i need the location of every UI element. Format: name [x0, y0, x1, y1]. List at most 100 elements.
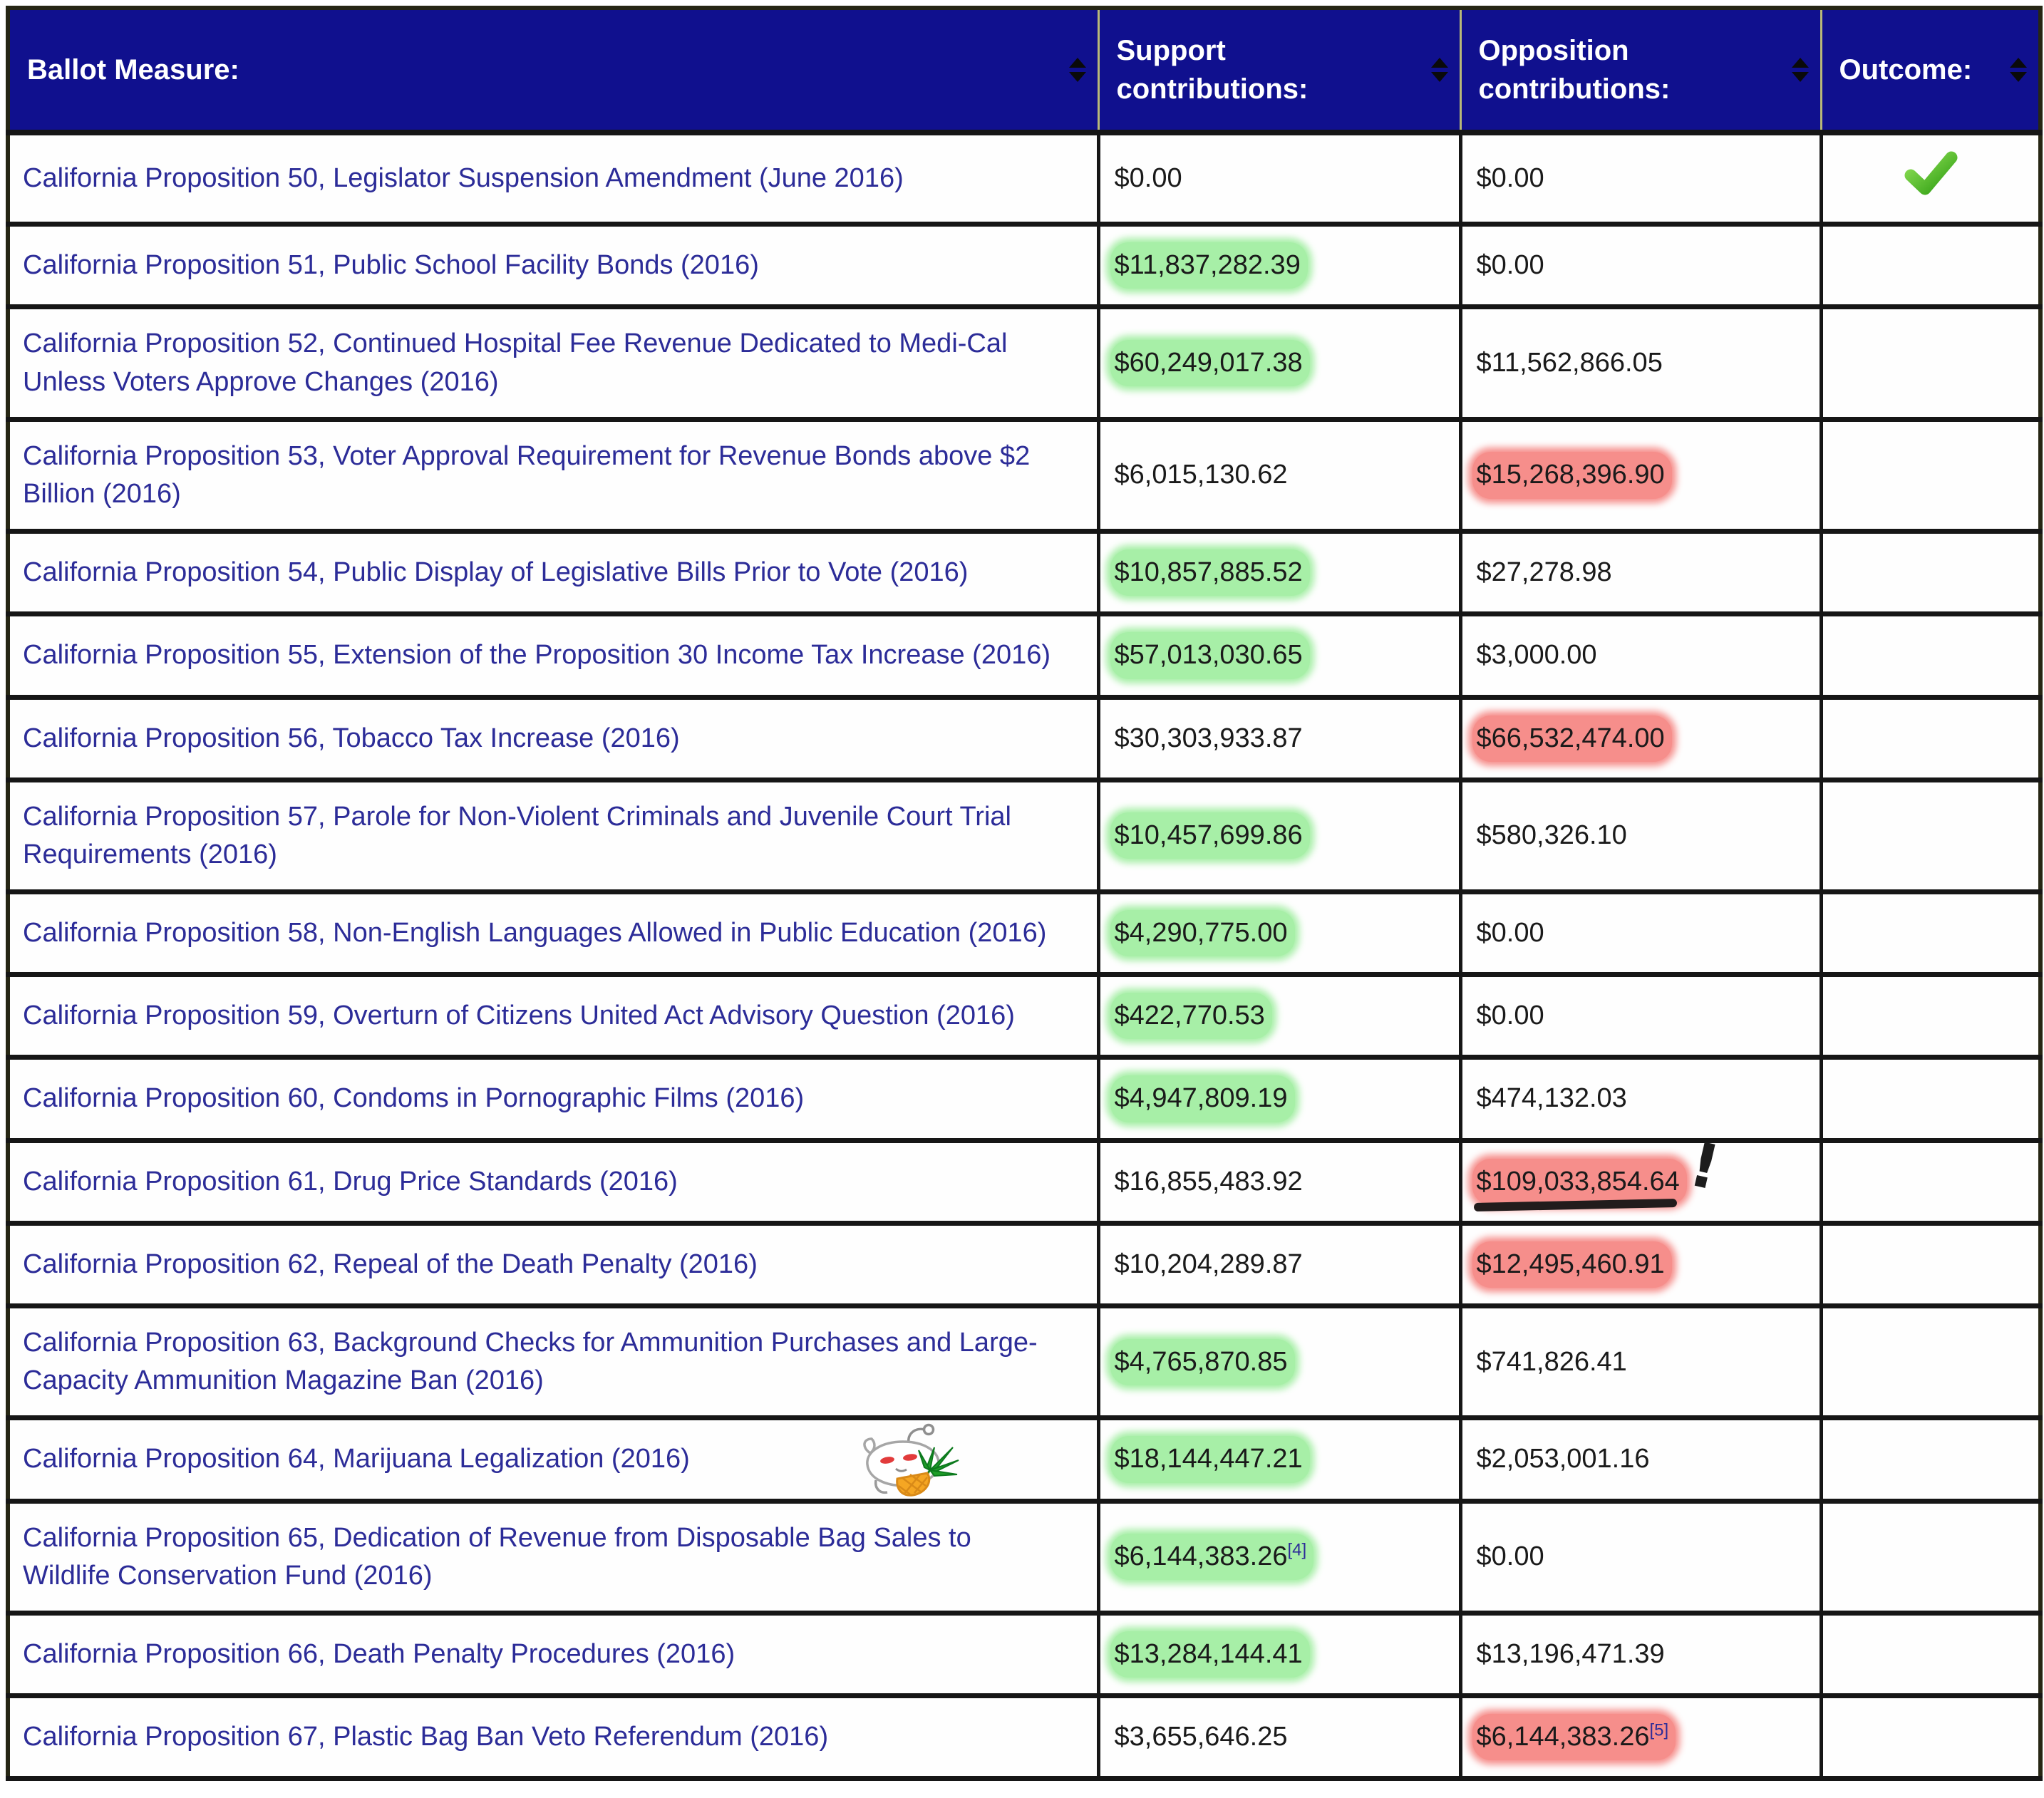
support-amount: $10,457,699.86: [1110, 812, 1310, 859]
ballot-measure-link[interactable]: California Proposition 51, Public School…: [23, 250, 759, 281]
support-contributions-cell: $16,855,483.92: [1096, 1137, 1462, 1226]
footnote-link[interactable]: [4]: [1287, 1540, 1307, 1560]
ballot-measure-link[interactable]: California Proposition 63, Background Ch…: [23, 1328, 1038, 1396]
opposition-amount: $580,326.10: [1476, 820, 1627, 851]
support-amount: $57,013,030.65: [1110, 632, 1310, 679]
opposition-contributions-cell: $0.00: [1458, 130, 1823, 227]
support-amount: $4,290,775.00: [1110, 910, 1295, 957]
opposition-contributions-cell: $0.00: [1458, 222, 1823, 310]
support-contributions-cell: $0.00: [1096, 130, 1462, 227]
opposition-amount: $0.00: [1476, 1541, 1544, 1572]
opposition-contributions-cell: $27,278.98: [1458, 529, 1823, 617]
opposition-amount: $0.00: [1476, 163, 1544, 193]
support-amount: $18,144,447.21: [1110, 1436, 1310, 1483]
opposition-contributions-cell: $11,562,866.05: [1458, 304, 1823, 422]
ballot-measure-link[interactable]: California Proposition 62, Repeal of the…: [23, 1249, 758, 1279]
ballot-measure-link[interactable]: California Proposition 56, Tobacco Tax I…: [23, 723, 680, 753]
table-row: California Proposition 57, Parole for No…: [6, 777, 2043, 895]
opposition-contributions-cell: $13,196,471.39: [1458, 1610, 1823, 1699]
outcome-cell: [1819, 1693, 2043, 1782]
sort-icon[interactable]: [2010, 58, 2027, 82]
ballot-measure-link[interactable]: California Proposition 58, Non-English L…: [23, 918, 1047, 949]
table-row: California Proposition 60, Condoms in Po…: [6, 1055, 2043, 1143]
sort-icon[interactable]: [1430, 58, 1448, 82]
ballot-measure-link[interactable]: California Proposition 66, Death Penalty…: [23, 1638, 735, 1669]
outcome-cell: [1819, 1610, 2043, 1699]
opposition-contributions-cell: $6,144,383.26[5]: [1458, 1693, 1823, 1782]
support-contributions-cell: $18,144,447.21: [1096, 1415, 1462, 1504]
support-amount: $4,947,809.19: [1110, 1075, 1295, 1122]
ballot-measure-link[interactable]: California Proposition 57, Parole for No…: [23, 801, 1011, 869]
table-header: Ballot Measure: Support contributions: O…: [6, 6, 2042, 135]
opposition-amount: $15,268,396.90: [1472, 452, 1672, 499]
support-amount: $16,855,483.92: [1114, 1166, 1303, 1197]
support-contributions-cell: $6,144,383.26[4]: [1096, 1498, 1462, 1616]
opposition-amount: $0.00: [1476, 918, 1544, 949]
support-amount: $11,837,282.39: [1110, 242, 1308, 289]
opposition-contributions-cell: $741,826.41: [1458, 1303, 1823, 1421]
support-contributions-cell: $4,947,809.19: [1096, 1055, 1462, 1143]
outcome-cell: [1819, 972, 2043, 1060]
support-contributions-cell: $6,015,130.62: [1096, 416, 1462, 534]
table-row: California Proposition 59, Overturn of C…: [6, 972, 2043, 1060]
opposition-amount: $474,132.03: [1476, 1083, 1627, 1114]
header-row: Ballot Measure: Support contributions: O…: [6, 6, 2042, 135]
ballot-measure-cell: California Proposition 50, Legislator Su…: [6, 130, 1100, 227]
support-amount: $10,857,885.52: [1110, 549, 1310, 596]
column-header-support-contributions[interactable]: Support contributions:: [1097, 6, 1462, 135]
ballot-measure-link[interactable]: California Proposition 61, Drug Price St…: [23, 1166, 678, 1197]
outcome-cell: [1819, 529, 2043, 617]
opposition-amount: $109,033,854.64!: [1472, 1128, 1726, 1211]
ballot-measure-link[interactable]: California Proposition 59, Overturn of C…: [23, 1001, 1015, 1031]
opposition-contributions-cell: $580,326.10: [1458, 777, 1823, 895]
outcome-cell: [1819, 777, 2043, 895]
ballot-measure-cell: California Proposition 64, Marijuana Leg…: [6, 1415, 1100, 1504]
hand-drawn-underline: [1473, 1198, 1677, 1211]
opposition-contributions-cell: $474,132.03: [1458, 1055, 1823, 1143]
column-header-label: Ballot Measure:: [27, 54, 239, 86]
column-header-label: Support contributions:: [1116, 35, 1309, 105]
outcome-cell: [1819, 416, 2043, 534]
sort-icon[interactable]: [1791, 58, 1809, 82]
footnote-link[interactable]: [5]: [1649, 1720, 1669, 1740]
ballot-measure-link[interactable]: California Proposition 65, Dedication of…: [23, 1522, 971, 1591]
ballot-measure-cell: California Proposition 53, Voter Approva…: [6, 416, 1100, 534]
opposition-contributions-cell: $2,053,001.16: [1458, 1415, 1823, 1504]
support-amount: $422,770.53: [1110, 993, 1272, 1040]
opposition-amount: $13,196,471.39: [1476, 1638, 1665, 1669]
support-amount: $3,655,646.25: [1114, 1722, 1288, 1752]
support-contributions-cell: $30,303,933.87: [1096, 694, 1462, 782]
ballot-measure-link[interactable]: California Proposition 55, Extension of …: [23, 640, 1051, 671]
support-amount: $6,144,383.26[4]: [1110, 1534, 1314, 1581]
support-contributions-cell: $11,837,282.39: [1096, 222, 1462, 310]
outcome-cell: [1819, 694, 2043, 782]
ballot-measure-cell: California Proposition 65, Dedication of…: [6, 1498, 1100, 1616]
ballot-measure-link[interactable]: California Proposition 54, Public Displa…: [23, 557, 969, 588]
support-amount: $0.00: [1114, 163, 1182, 193]
ballot-measure-link[interactable]: California Proposition 67, Plastic Bag B…: [23, 1722, 829, 1752]
ballot-measure-link[interactable]: California Proposition 53, Voter Approva…: [23, 440, 1031, 509]
ballot-measure-link[interactable]: California Proposition 64, Marijuana Leg…: [23, 1444, 690, 1474]
outcome-cell: [1819, 1137, 2043, 1226]
outcome-cell: [1819, 889, 2043, 978]
sort-icon[interactable]: [1068, 58, 1086, 82]
opposition-contributions-cell: $109,033,854.64!: [1458, 1128, 1823, 1226]
support-amount: $6,015,130.62: [1114, 460, 1288, 490]
support-contributions-cell: $10,457,699.86: [1096, 777, 1462, 895]
support-amount: $30,303,933.87: [1114, 723, 1303, 753]
table-row: California Proposition 53, Voter Approva…: [6, 416, 2043, 534]
column-header-outcome[interactable]: Outcome:: [1820, 6, 2042, 135]
column-header-ballot-measure[interactable]: Ballot Measure:: [6, 6, 1100, 135]
ballot-measure-cell: California Proposition 60, Condoms in Po…: [6, 1055, 1100, 1143]
ballot-measure-link[interactable]: California Proposition 60, Condoms in Po…: [23, 1083, 805, 1114]
ballot-measure-link[interactable]: California Proposition 52, Continued Hos…: [23, 329, 1008, 397]
outcome-cell: [1819, 1498, 2043, 1616]
table-row: California Proposition 66, Death Penalty…: [6, 1610, 2043, 1699]
ballot-measure-link[interactable]: California Proposition 50, Legislator Su…: [23, 163, 904, 193]
support-amount: $60,249,017.38: [1110, 339, 1310, 387]
table-row: California Proposition 52, Continued Hos…: [6, 304, 2043, 422]
outcome-cell: [1819, 1220, 2043, 1309]
table-row: California Proposition 58, Non-English L…: [6, 889, 2043, 978]
column-header-opposition-contributions[interactable]: Opposition contributions:: [1459, 6, 1822, 135]
